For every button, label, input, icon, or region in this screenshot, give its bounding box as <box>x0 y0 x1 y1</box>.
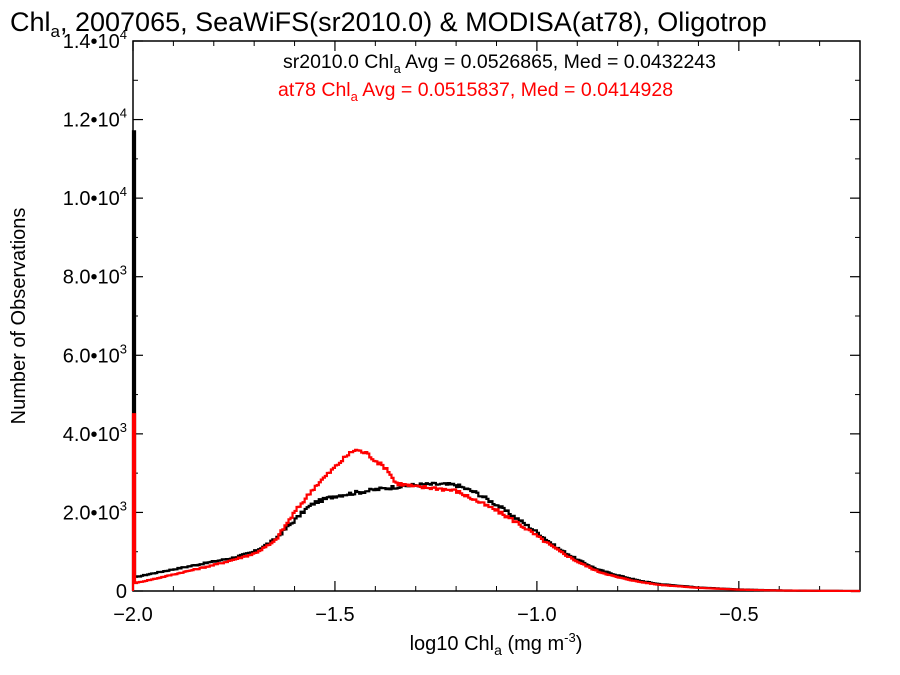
series-layer <box>131 130 860 593</box>
y-tick-label: 6.0•103 <box>63 341 127 367</box>
chart-title: Chla, 2007065, SeaWiFS(sr2010.0) & MODIS… <box>10 7 767 41</box>
title-subscript: a <box>51 22 61 41</box>
y-axis-label: Number of Observations <box>8 208 30 425</box>
title-prefix: Chl <box>10 7 51 37</box>
y-tick-label: 2.0•103 <box>63 498 127 524</box>
series-at78-histogram <box>131 413 860 593</box>
series-sr2010-histogram <box>131 130 860 593</box>
y-tick-label: 4.0•103 <box>63 420 127 446</box>
y-tick-label: 1.0•104 <box>63 184 127 210</box>
title-rest: , 2007065, SeaWiFS(sr2010.0) & MODISA(at… <box>60 7 767 37</box>
y-tick-label: 1.4•104 <box>63 27 127 53</box>
y-tick-label: 1.2•104 <box>63 106 127 132</box>
y-tick-label: 0 <box>116 581 127 603</box>
x-tick-label: −2.0 <box>113 604 152 626</box>
x-tick-label: −0.5 <box>719 604 758 626</box>
x-axis-label: log10 Chla (mg m-3) <box>410 630 583 658</box>
axis-ticks: −2.0 −1.5 −1.0 −0.5 0 2.0•103 4.0•103 6.0•103 8.… <box>63 27 861 626</box>
x-tick-label: −1.0 <box>517 604 556 626</box>
x-tick-label: −1.5 <box>315 604 354 626</box>
annotation-sr2010: sr2010.0 Chla Avg = 0.0526865, Med = 0.0… <box>283 51 716 76</box>
y-tick-label: 8.0•103 <box>63 263 127 289</box>
annotation-at78: at78 Chla Avg = 0.0515837, Med = 0.04149… <box>278 79 673 104</box>
